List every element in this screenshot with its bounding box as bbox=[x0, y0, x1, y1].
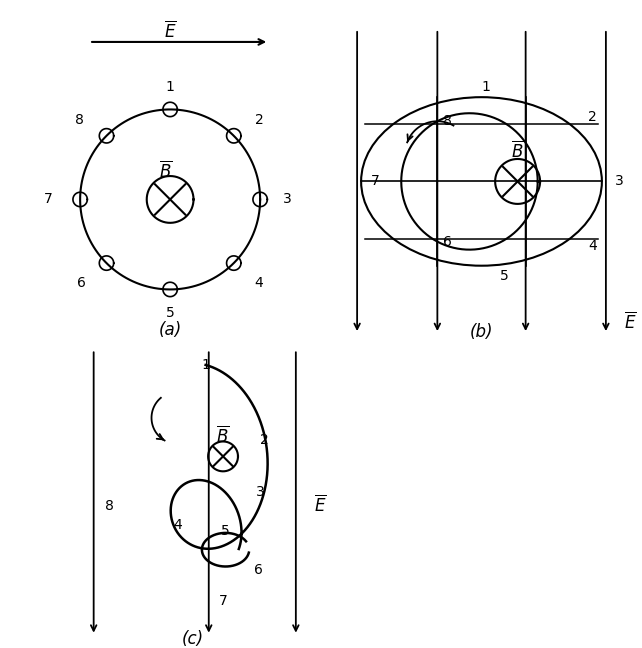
Text: 7: 7 bbox=[219, 594, 227, 608]
Text: 5: 5 bbox=[221, 524, 230, 538]
Text: 7: 7 bbox=[371, 174, 380, 189]
Text: $\overline{B}$: $\overline{B}$ bbox=[511, 141, 525, 161]
Text: $\overline{E}$: $\overline{E}$ bbox=[164, 19, 177, 41]
Text: $\overline{E}$: $\overline{E}$ bbox=[624, 312, 636, 332]
Text: 8: 8 bbox=[105, 499, 114, 513]
Text: 4: 4 bbox=[173, 518, 182, 532]
Text: $\overline{B}$: $\overline{B}$ bbox=[159, 160, 172, 181]
Text: 3: 3 bbox=[282, 192, 291, 207]
Text: (b): (b) bbox=[470, 323, 493, 341]
Text: 1: 1 bbox=[201, 358, 210, 372]
Text: 1: 1 bbox=[166, 80, 175, 94]
Text: 3: 3 bbox=[615, 174, 624, 189]
Text: (a): (a) bbox=[159, 321, 182, 339]
Text: 4: 4 bbox=[255, 276, 263, 290]
Text: 5: 5 bbox=[499, 269, 508, 283]
Text: 8: 8 bbox=[75, 113, 84, 126]
Text: 8: 8 bbox=[444, 114, 452, 128]
Text: 5: 5 bbox=[166, 306, 175, 320]
Text: 7: 7 bbox=[44, 192, 53, 207]
Text: 2: 2 bbox=[255, 113, 263, 126]
Text: 4: 4 bbox=[588, 238, 596, 253]
Text: 6: 6 bbox=[444, 235, 452, 249]
Text: (c): (c) bbox=[182, 630, 204, 647]
Text: $\overline{E}$: $\overline{E}$ bbox=[315, 494, 327, 515]
Text: 6: 6 bbox=[254, 563, 263, 577]
Text: 6: 6 bbox=[77, 276, 86, 290]
Text: 2: 2 bbox=[588, 110, 596, 124]
Text: 3: 3 bbox=[256, 485, 265, 500]
Text: 1: 1 bbox=[481, 80, 490, 94]
Text: 2: 2 bbox=[261, 433, 269, 446]
Text: $\overline{B}$: $\overline{B}$ bbox=[216, 425, 230, 446]
